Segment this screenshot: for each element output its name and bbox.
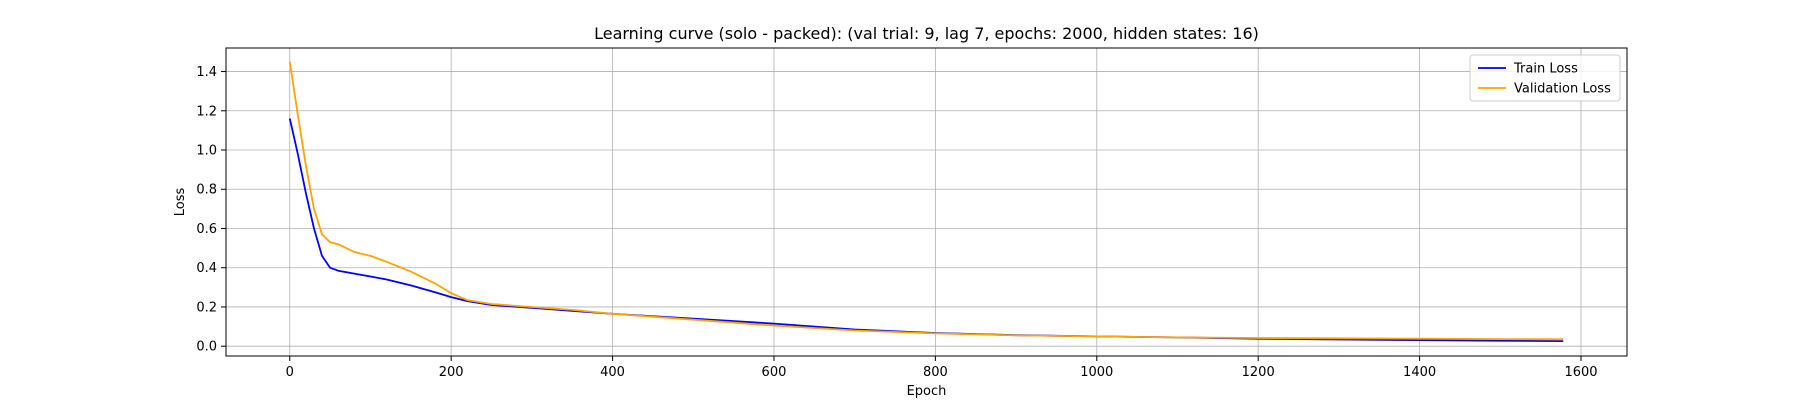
- grid-layer: [226, 48, 1627, 356]
- series-line-1: [288, 61, 1564, 341]
- chart-title: Learning curve (solo - packed): (val tri…: [594, 24, 1259, 43]
- y-axis-label: Loss: [173, 188, 188, 217]
- y-tick-label: 0.6: [196, 222, 217, 237]
- y-tick-label: 0.2: [196, 300, 217, 315]
- x-tick-label: 800: [923, 365, 948, 380]
- legend-label-0: Train Loss: [1513, 62, 1578, 77]
- x-axis-label: Epoch: [907, 384, 947, 399]
- series-layer: [288, 61, 1564, 342]
- series-line-0: [288, 118, 1564, 342]
- legend: Train Loss Validation Loss: [1469, 54, 1621, 102]
- x-tick-label: 400: [600, 365, 625, 380]
- x-axis-ticks: 0 200 400 600 800 1000 1200 1400 1600: [286, 356, 1598, 380]
- y-tick-label: 0.4: [196, 261, 217, 276]
- legend-label-1: Validation Loss: [1514, 82, 1611, 97]
- legend-box: [1469, 54, 1621, 102]
- x-tick-label: 1000: [1080, 365, 1113, 380]
- x-tick-label: 1400: [1403, 365, 1436, 380]
- y-tick-label: 1.4: [196, 65, 217, 80]
- y-tick-label: 1.2: [196, 104, 217, 119]
- x-tick-label: 1200: [1242, 365, 1275, 380]
- y-axis-ticks: 0.0 0.2 0.4 0.6 0.8 1.0 1.2 1.4: [196, 65, 226, 355]
- x-tick-label: 200: [439, 365, 464, 380]
- y-tick-label: 1.0: [196, 144, 217, 159]
- x-tick-label: 1600: [1564, 365, 1597, 380]
- y-tick-label: 0.8: [196, 183, 217, 198]
- x-tick-label: 0: [286, 365, 294, 380]
- y-tick-label: 0.0: [196, 340, 217, 355]
- x-tick-label: 600: [762, 365, 787, 380]
- plot-area-frame: [225, 47, 1628, 357]
